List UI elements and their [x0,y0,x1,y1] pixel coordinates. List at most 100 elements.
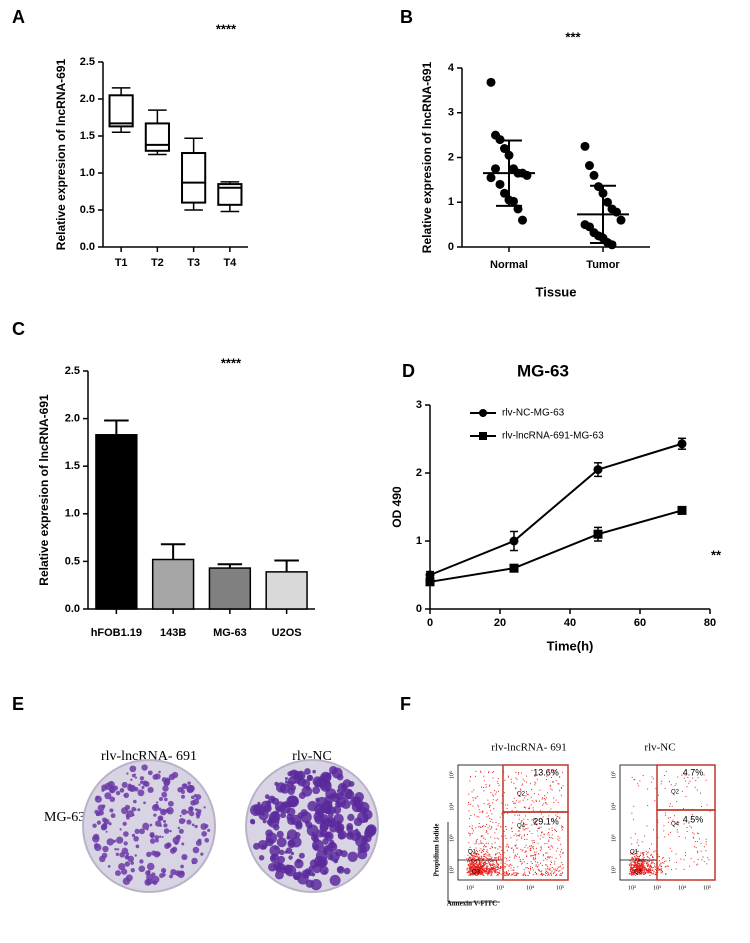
event-dot [492,847,494,849]
event-dot [473,855,475,857]
event-dot [632,874,634,876]
y-tick-label: 2.0 [80,93,95,105]
event-dot [551,781,553,783]
event-dot [688,822,690,824]
event-dot [471,866,473,868]
event-dot [476,855,478,857]
event-dot [476,816,478,818]
event-dot [655,860,657,862]
event-dot [478,872,480,874]
event-dot [630,873,632,875]
event-dot [550,785,552,787]
event-dot [521,862,523,864]
event-dot [631,874,633,876]
event-dot [645,868,647,870]
event-dot [540,873,542,875]
colony [133,835,139,842]
event-dot [489,820,491,822]
event-dot [523,873,525,875]
event-dot [544,843,546,845]
event-dot [539,870,541,872]
colony [264,794,270,800]
colony [170,869,177,876]
event-dot [655,787,657,789]
event-dot [478,868,480,870]
event-dot [562,826,564,828]
event-dot [523,822,525,824]
event-dot [491,771,493,773]
event-dot [542,804,544,806]
event-dot [471,866,473,868]
event-dot [633,805,635,807]
event-dot [487,772,489,774]
event-dot [479,872,481,874]
quadrant-label: Q4 [517,824,526,830]
colony [124,804,131,811]
event-dot [473,856,475,858]
event-dot [551,834,553,836]
event-dot [477,865,479,867]
x-tick-label: 10⁴ [678,885,686,891]
event-dot [470,868,472,870]
event-dot [468,802,470,804]
colony [146,851,152,858]
colony [197,838,202,843]
event-dot [519,788,521,790]
event-dot [534,775,536,777]
event-dot [516,839,518,841]
event-dot [631,868,633,870]
event-dot [542,816,544,818]
event-dot [632,873,634,875]
event-dot [529,872,531,874]
event-dot [699,792,701,794]
colony [204,838,210,843]
event-dot [469,860,471,862]
colony [149,823,153,827]
event-dot [482,866,484,868]
colony [312,769,316,774]
colony [332,805,342,815]
event-dot [471,861,473,863]
event-dot [524,852,526,854]
event-dot [541,818,543,820]
y-tick-label: 0.0 [80,241,95,253]
x-tick-label: U2OS [272,627,302,639]
event-dot [637,855,639,857]
colony [104,782,112,790]
event-dot [506,863,508,865]
event-dot [660,863,662,865]
event-dot [518,818,520,820]
event-dot [473,857,475,859]
event-dot [473,871,475,873]
event-dot [562,851,564,853]
event-dot [544,799,546,801]
colony [327,811,334,818]
event-dot [522,778,524,780]
event-dot [518,801,520,803]
quadrant-label: Q3 [472,870,481,876]
colony [134,808,137,811]
colony [123,831,129,837]
event-dot [471,825,473,827]
colony [329,793,334,798]
event-dot [494,854,496,856]
colony [365,824,377,835]
event-dot [474,867,476,869]
colony [137,808,141,812]
event-dot [542,854,544,856]
event-dot [634,870,636,872]
event-dot [697,858,699,860]
colony [191,795,195,800]
event-dot [535,851,537,853]
event-dot [534,784,536,786]
event-dot [630,861,632,863]
colony [270,797,274,801]
event-dot [528,845,530,847]
event-dot [475,863,477,865]
event-dot [652,856,654,858]
event-dot [487,803,489,805]
column-label: rlv-lncRNA- 691 [491,742,566,754]
colony [346,831,355,840]
event-dot [649,865,651,867]
event-dot [665,872,667,874]
